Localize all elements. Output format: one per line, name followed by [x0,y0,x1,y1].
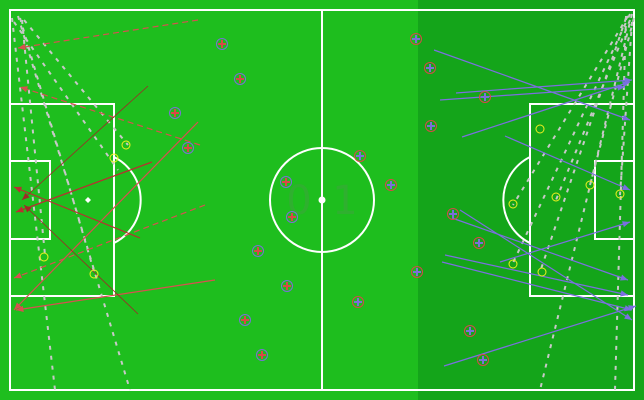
center-circle [269,147,375,253]
pass-arrows [13,19,637,367]
pass-line [499,221,631,263]
player-marker-icon[interactable] [239,314,251,326]
arrow-icon [20,86,28,93]
player-marker-icon[interactable] [281,280,293,292]
arrow-icon [14,302,22,310]
target-circle-icon [508,259,518,269]
ball-trails [11,13,635,391]
target-circle-icon [551,192,561,202]
right-goal-area [594,160,635,240]
target-circle-icon [585,180,595,190]
arrow-icon [16,305,24,312]
pass-line [13,204,206,279]
player-marker-icon[interactable] [425,120,437,132]
target-circle-icon [121,140,131,150]
target-circle-icon [615,189,625,199]
target-circle-icon [39,252,49,262]
arrow-icon [18,43,26,50]
arrow-icon [622,221,630,228]
pitch-lines [9,9,635,391]
arrow-icon [620,274,628,281]
target-circle-icon [89,269,99,279]
pass-line [433,49,631,121]
pass-line [441,261,633,311]
player-marker-icon[interactable] [479,91,491,103]
pass-line [461,81,631,138]
ball-trail [11,17,56,391]
target-circle-icon [109,153,119,163]
ball-trail [13,21,119,171]
pass-line [13,186,141,239]
player-marker-icon[interactable] [252,245,264,257]
pass-line [455,79,633,94]
pass-line [451,217,629,281]
ball-trail [19,17,96,276]
arrow-icon [628,305,636,312]
ball-trail [614,15,627,391]
pass-line [13,121,199,311]
player-marker-icon[interactable] [286,211,298,223]
player-marker-icon[interactable] [424,62,436,74]
player-marker-icon[interactable] [385,179,397,191]
right-penalty-arc [502,156,531,244]
pass-line [439,86,626,101]
player-marker-icon[interactable] [280,176,292,188]
arrow-icon [620,290,628,297]
pass-line [17,19,199,49]
target-circle-icon [537,267,547,277]
pass-line [504,135,631,191]
player-marker-icon[interactable] [216,38,228,50]
center-spot [318,196,326,204]
ball-trail [589,17,635,186]
ball-trail [555,19,631,201]
arrow-icon [14,272,22,279]
target-circle-icon [508,199,518,209]
player-marker-icon[interactable] [411,266,423,278]
arrow-icon [622,114,630,121]
player-marker-icon[interactable] [464,325,476,337]
arrow-icon [16,206,24,213]
player-marker-icon[interactable] [169,107,181,119]
arrow-icon [617,84,625,91]
player-marker-icon[interactable] [473,237,485,249]
arrow-icon [22,192,30,200]
ball-trail [539,13,633,391]
player-marker-icon[interactable] [354,150,366,162]
player-marker-icon[interactable] [256,349,268,361]
ball-trail [512,15,629,206]
ball-trail [539,17,627,273]
pass-line [15,161,153,213]
target-circle-icon [535,124,545,134]
ball-trail [511,13,631,266]
pass-line [459,209,633,321]
pass-line [443,305,637,367]
player-marker-icon[interactable] [410,33,422,45]
pass-line [23,204,139,315]
arrow-icon [622,81,630,88]
pass-line [19,86,201,146]
arrow-icon [622,184,630,190]
player-marker-icon[interactable] [182,142,194,154]
ball-trail [23,19,129,146]
player-marker-icon[interactable] [234,73,246,85]
player-marker-icon[interactable] [447,208,459,220]
player-marker-icon[interactable] [477,354,489,366]
pass-line [444,254,629,296]
arrow-icon [24,205,32,213]
ball-icon [85,197,91,203]
player-marker-icon[interactable] [352,296,364,308]
players [169,33,491,366]
score-right: 1 [332,178,357,224]
pass-line [21,85,149,201]
pass-line [15,279,216,311]
arrow-icon [624,313,632,320]
target-markers [39,124,625,279]
arrow-icon [14,186,22,193]
